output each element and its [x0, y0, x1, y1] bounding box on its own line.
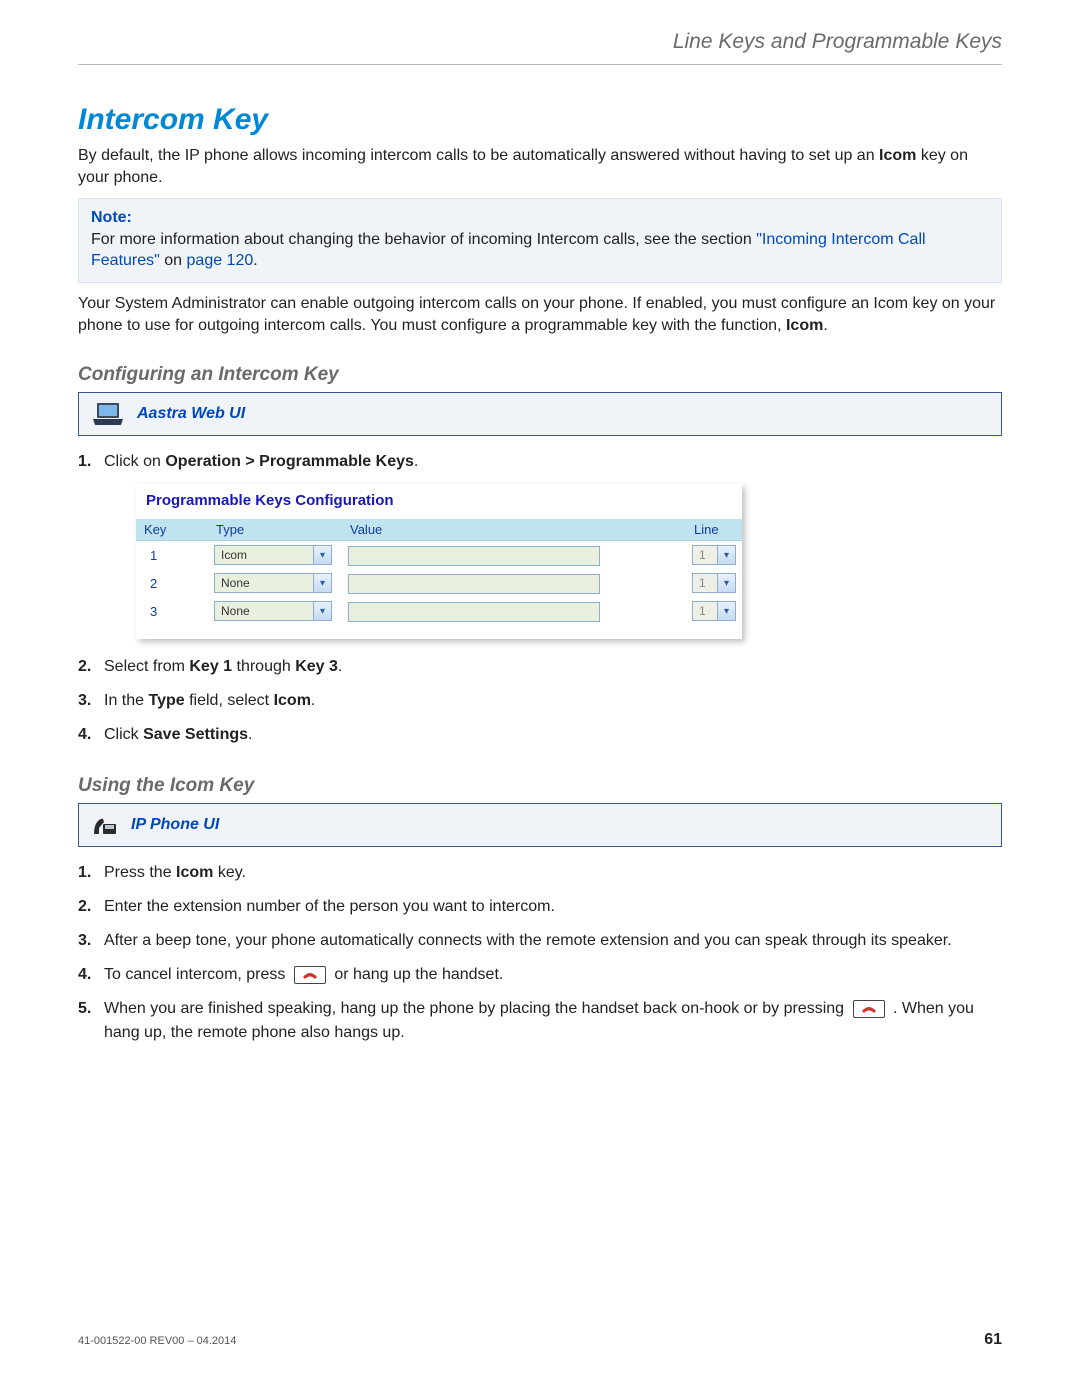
laptop-icon [91, 401, 125, 427]
step-1: 1. Click on Operation > Programmable Key… [78, 450, 1002, 474]
page-title: Intercom Key [78, 103, 1002, 137]
using-step-4: 4. To cancel intercom, press or hang up … [78, 963, 1002, 987]
config-steps: 1. Click on Operation > Programmable Key… [78, 450, 1002, 474]
note-label: Note: [91, 207, 989, 229]
table-row: 1 Icom▾ 1▾ [136, 541, 742, 570]
phone-icon [91, 812, 119, 838]
note-box: Note: For more information about changin… [78, 198, 1002, 283]
line-select[interactable]: 1▾ [692, 545, 736, 565]
type-select[interactable]: None▾ [214, 573, 332, 593]
using-step-3: 3. After a beep tone, your phone automat… [78, 929, 1002, 953]
col-value: Value [342, 519, 686, 541]
page-footer: 41-001522-00 REV00 – 04.2014 61 [78, 1331, 1002, 1349]
doc-id: 41-001522-00 REV00 – 04.2014 [78, 1335, 236, 1347]
chevron-down-icon: ▾ [717, 574, 735, 592]
line-select[interactable]: 1▾ [692, 601, 736, 621]
using-step-5: 5. When you are finished speaking, hang … [78, 997, 1002, 1045]
cell-key: 3 [136, 597, 208, 625]
note-text: For more information about changing the … [91, 231, 756, 248]
chevron-down-icon: ▾ [313, 546, 331, 564]
page-number: 61 [984, 1331, 1002, 1349]
section-heading-configuring: Configuring an Intercom Key [78, 364, 1002, 386]
chevron-down-icon: ▾ [313, 574, 331, 592]
phone-ui-bar: IP Phone UI [78, 803, 1002, 847]
step-4: 4. Click Save Settings. [78, 723, 1002, 747]
cell-key: 1 [136, 541, 208, 570]
value-input[interactable] [348, 546, 600, 566]
line-select[interactable]: 1▾ [692, 573, 736, 593]
using-step-2: 2. Enter the extension number of the per… [78, 895, 1002, 919]
section-heading-using: Using the Icom Key [78, 775, 1002, 797]
chevron-down-icon: ▾ [313, 602, 331, 620]
chevron-down-icon: ▾ [717, 546, 735, 564]
hangup-icon [853, 1000, 885, 1018]
config-table: Key Type Value Line 1 Icom▾ 1▾ 2 None▾ 1… [136, 519, 742, 625]
config-screenshot: Programmable Keys Configuration Key Type… [136, 484, 742, 639]
type-select[interactable]: Icom▾ [214, 545, 332, 565]
phone-ui-label: IP Phone UI [131, 816, 219, 834]
value-input[interactable] [348, 602, 600, 622]
note-link-page[interactable]: page 120 [187, 252, 254, 269]
cell-key: 2 [136, 569, 208, 597]
web-ui-bar: Aastra Web UI [78, 392, 1002, 436]
col-line: Line [686, 519, 742, 541]
config-steps-cont: 2. Select from Key 1 through Key 3. 3. I… [78, 655, 1002, 747]
step-2: 2. Select from Key 1 through Key 3. [78, 655, 1002, 679]
intro-paragraph: By default, the IP phone allows incoming… [78, 145, 1002, 188]
paragraph-2: Your System Administrator can enable out… [78, 293, 1002, 336]
hangup-icon [294, 966, 326, 984]
table-row: 3 None▾ 1▾ [136, 597, 742, 625]
table-header-row: Key Type Value Line [136, 519, 742, 541]
type-select[interactable]: None▾ [214, 601, 332, 621]
col-type: Type [208, 519, 342, 541]
using-steps: 1. Press the Icom key. 2. Enter the exte… [78, 861, 1002, 1045]
value-input[interactable] [348, 574, 600, 594]
step-3: 3. In the Type field, select Icom. [78, 689, 1002, 713]
running-header: Line Keys and Programmable Keys [78, 30, 1002, 65]
table-row: 2 None▾ 1▾ [136, 569, 742, 597]
col-key: Key [136, 519, 208, 541]
chevron-down-icon: ▾ [717, 602, 735, 620]
using-step-1: 1. Press the Icom key. [78, 861, 1002, 885]
config-title: Programmable Keys Configuration [136, 484, 742, 519]
web-ui-label: Aastra Web UI [137, 405, 245, 423]
